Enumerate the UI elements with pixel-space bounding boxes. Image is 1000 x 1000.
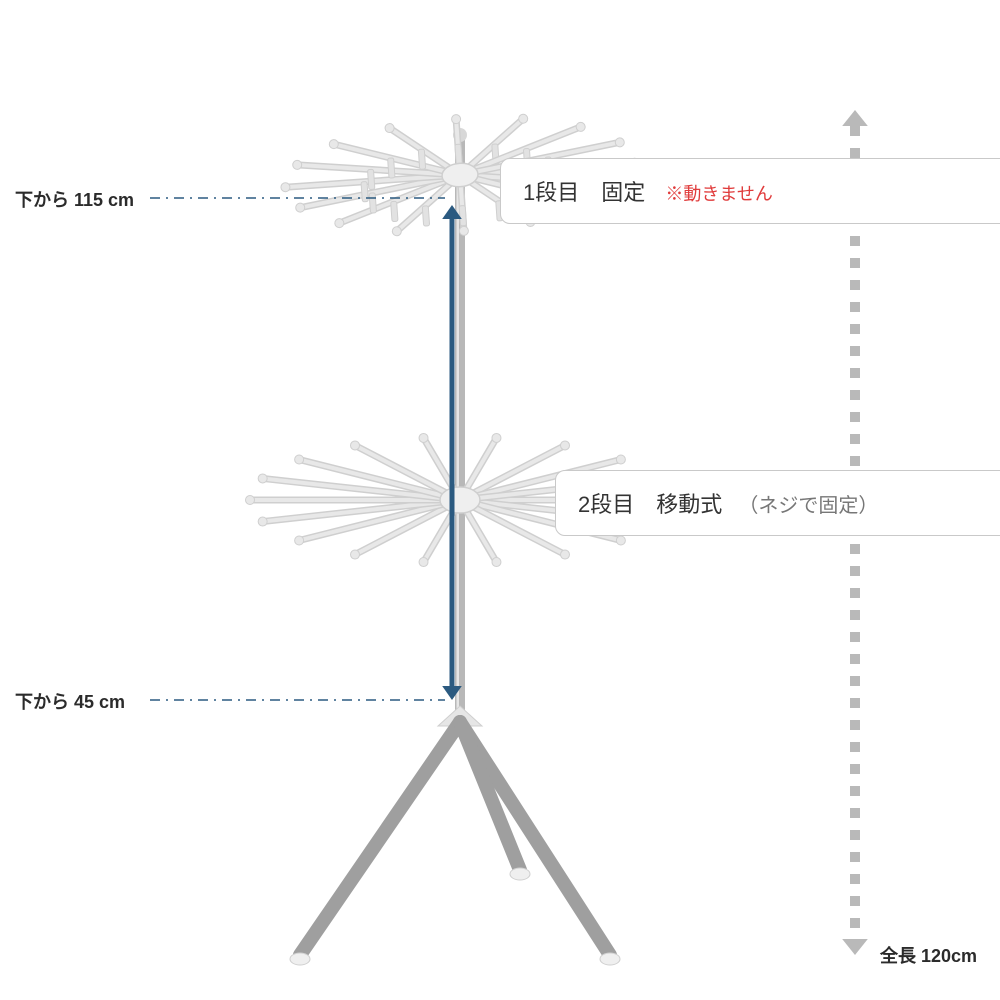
callout-tier1: 1段目 固定 ※動きません	[500, 158, 1000, 224]
callout-tier2: 2段目 移動式 （ネジで固定）	[555, 470, 1000, 536]
callout-tier1-note: ※動きません	[665, 184, 772, 204]
total-length-label: 全長 120cm	[880, 942, 977, 968]
callout-tier2-note: （ネジで固定）	[738, 495, 878, 517]
callout-tier2-main: 2段目 移動式	[578, 492, 722, 517]
callout-tier1-main: 1段目 固定	[523, 180, 645, 205]
dim-label-45: 下から 45 cm	[15, 688, 125, 714]
dim-label-115: 下から 115 cm	[15, 186, 134, 212]
dimension-leaders	[150, 198, 445, 700]
